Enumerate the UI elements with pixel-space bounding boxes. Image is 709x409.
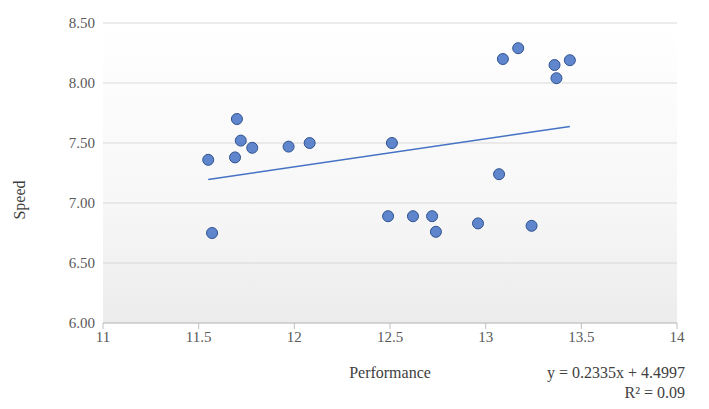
svg-text:14: 14	[670, 329, 686, 345]
svg-text:13.5: 13.5	[568, 329, 594, 345]
svg-text:7.00: 7.00	[69, 195, 95, 211]
svg-text:12: 12	[287, 329, 302, 345]
svg-text:13: 13	[478, 329, 493, 345]
svg-text:8.00: 8.00	[69, 75, 95, 91]
html-text:R² = 0.09: R² = 0.09	[624, 384, 685, 401]
svg-text:8.50: 8.50	[69, 15, 95, 31]
svg-text:12.5: 12.5	[377, 329, 403, 345]
html-text:Performance: Performance	[349, 364, 431, 381]
svg-text:6.50: 6.50	[69, 255, 95, 271]
svg-text:11: 11	[96, 329, 110, 345]
svg-text:11.5: 11.5	[186, 329, 212, 345]
html-text:Speed: Speed	[11, 180, 28, 220]
html-text:y = 0.2335x + 4.4997: y = 0.2335x + 4.4997	[547, 364, 685, 381]
svg-text:6.00: 6.00	[69, 315, 95, 331]
svg-text:7.50: 7.50	[69, 135, 95, 151]
